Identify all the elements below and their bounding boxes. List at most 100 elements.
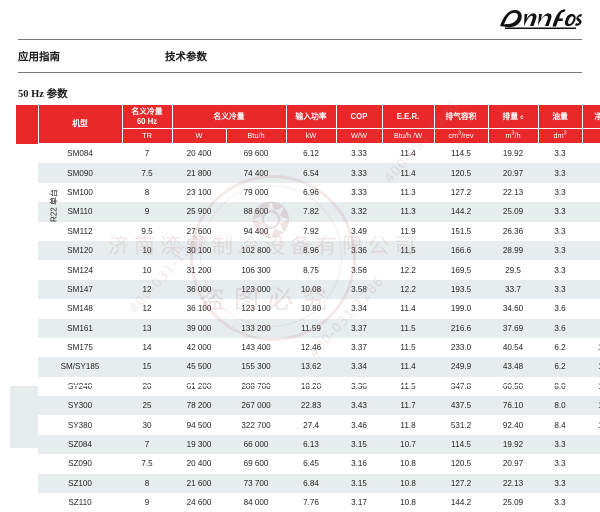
cell-eer: 11.4 (382, 163, 434, 182)
cell-btuh: 143 400 (226, 338, 286, 357)
col-header-nominal-60hz-line1: 名义冷量 (131, 107, 162, 116)
cell-vol: 347.8 (434, 377, 488, 396)
cell-kw: 12.46 (286, 338, 336, 357)
cell-w: 61 200 (172, 377, 226, 396)
unit-header-btuh-w: Btu/h /W (382, 129, 434, 144)
col-header-nominal-capacity: 名义冷量 (172, 105, 286, 129)
unit-m-tail: /h (514, 131, 520, 140)
cell-vol: 114.5 (434, 144, 488, 164)
cell-oil: 3.3 (538, 222, 582, 241)
cell-model: SY240 (38, 377, 122, 396)
cell-cop: 3.16 (336, 454, 382, 473)
running-head-left: 应用指南 (18, 49, 60, 64)
cell-kw: 7.76 (286, 493, 336, 512)
cell-w: 20 400 (172, 144, 226, 164)
unit-header-kw: kW (286, 129, 336, 144)
cell-w: 27 600 (172, 222, 226, 241)
cell-cop: 3.37 (336, 319, 382, 338)
cell-wt: 65 (582, 163, 600, 182)
cell-tr: 13 (122, 319, 172, 338)
cell-tr: 9 (122, 202, 172, 221)
cell-tr: 10 (122, 260, 172, 279)
unit-dm-sup: 3 (564, 130, 567, 136)
cell-oil: 6.2 (538, 357, 582, 376)
cell-disp: 60.50 (488, 377, 538, 396)
running-head-right: 技术参数 (165, 49, 207, 64)
cell-disp: 19.92 (488, 435, 538, 454)
cell-disp: 43.48 (488, 357, 538, 376)
cell-tr: 12 (122, 280, 172, 299)
cell-oil: 3.6 (538, 319, 582, 338)
cell-tr: 9 (122, 493, 172, 512)
cell-cop: 3.56 (336, 260, 382, 279)
cell-disp: 34.60 (488, 299, 538, 318)
cell-disp: 92.40 (488, 415, 538, 434)
cell-w: 23 100 (172, 183, 226, 202)
cell-btuh: 208 700 (226, 377, 286, 396)
cell-eer: 11.4 (382, 144, 434, 164)
brand-bar (0, 0, 600, 40)
cell-kw: 6.13 (286, 435, 336, 454)
cell-wt: 64 (582, 435, 600, 454)
cell-tr: 8 (122, 474, 172, 493)
cell-btuh: 94 400 (226, 222, 286, 241)
cell-cop: 3.33 (336, 183, 382, 202)
cell-disp: 28.99 (488, 241, 538, 260)
row-group-spacer (16, 493, 38, 512)
cell-oil: 8.0 (538, 377, 582, 396)
unit-header-kg: kg (582, 129, 600, 144)
row-group-spacer (16, 454, 38, 473)
page-title: 50 Hz 参数 (18, 86, 68, 101)
cell-wt: 65 (582, 474, 600, 493)
row-group-spacer (16, 144, 38, 164)
cell-wt: 100 (582, 338, 600, 357)
cell-w: 20 400 (172, 454, 226, 473)
cell-vol: 144.2 (434, 493, 488, 512)
cell-cop: 3.34 (336, 357, 382, 376)
unit-header-w: W (172, 129, 226, 144)
cell-btuh: 106 300 (226, 260, 286, 279)
col-header-net-weight: 净重 d (582, 105, 600, 129)
cell-kw: 6.45 (286, 454, 336, 473)
cell-kw: 22.83 (286, 396, 336, 415)
cell-wt: 88 (582, 299, 600, 318)
cell-model: SM/SY185 (38, 357, 122, 376)
cell-vol: 199.0 (434, 299, 488, 318)
cell-eer: 11.8 (382, 415, 434, 434)
header-rule-top (18, 39, 582, 40)
unit-header-cm3rev: cm3/rev (434, 129, 488, 144)
cell-eer: 11.5 (382, 377, 434, 396)
cell-oil: 3.3 (538, 280, 582, 299)
cell-tr: 20 (122, 377, 172, 396)
cell-disp: 26.36 (488, 222, 538, 241)
cell-w: 94 500 (172, 415, 226, 434)
cell-btuh: 79 000 (226, 183, 286, 202)
cell-btuh: 123 100 (226, 299, 286, 318)
row-group-spacer (16, 260, 38, 279)
cell-w: 21 800 (172, 163, 226, 182)
col-header-displacement-text: 排量 (502, 112, 518, 121)
cell-oil: 8.4 (538, 415, 582, 434)
cell-tr: 7 (122, 435, 172, 454)
cell-vol: 120.5 (434, 454, 488, 473)
row-group-spacer (16, 474, 38, 493)
